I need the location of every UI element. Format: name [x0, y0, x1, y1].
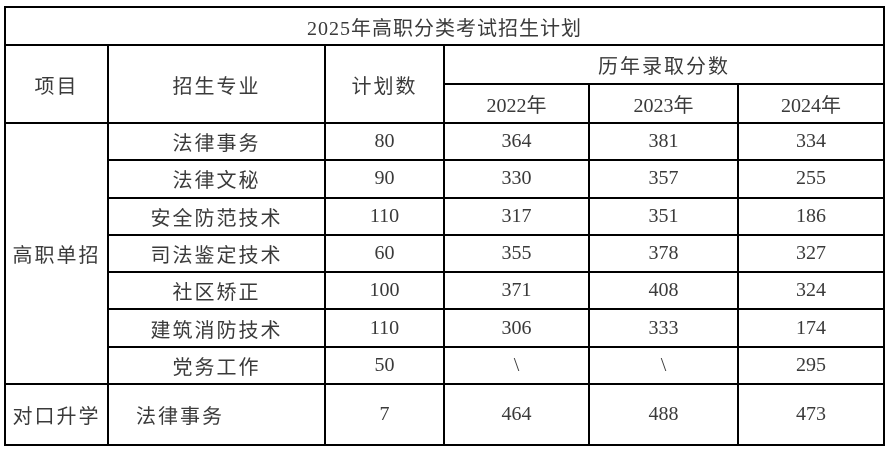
col-header-item: 项目	[4, 44, 109, 124]
col-header-major: 招生专业	[107, 44, 326, 124]
plan-cell: 100	[324, 271, 445, 311]
major-cell: 建筑消防技术	[107, 308, 326, 348]
major-cell: 法律事务	[107, 121, 326, 162]
score-cell-2024: 327	[736, 233, 886, 274]
group-label-duikou-shengxue: 对口升学	[4, 383, 109, 446]
score-cell-2022: 306	[443, 308, 590, 348]
plan-cell: 110	[324, 308, 445, 348]
plan-cell: 80	[324, 121, 445, 162]
score-cell-2023: 381	[588, 121, 739, 162]
score-cell-2023: 333	[588, 308, 739, 348]
score-cell-2024: 174	[736, 308, 886, 348]
score-cell-2024: 295	[736, 345, 886, 386]
table-row: 党务工作 50 \ \ 295	[5, 345, 886, 386]
header-row-2: 2022年 2023年 2024年	[5, 83, 886, 124]
col-header-year-2022: 2022年	[443, 83, 590, 124]
major-cell: 社区矫正	[107, 271, 326, 311]
table-title-row: 2025年高职分类考试招生计划	[3, 6, 886, 46]
score-cell-2024: 255	[736, 159, 886, 199]
score-cell-2022: 355	[443, 233, 590, 274]
score-cell-2023: 408	[588, 271, 739, 311]
plan-cell: 7	[324, 383, 445, 446]
score-cell-2023: 378	[588, 233, 739, 274]
col-header-year-2024: 2024年	[736, 83, 886, 124]
table-title: 2025年高职分类考试招生计划	[3, 6, 886, 46]
plan-cell: 50	[324, 345, 445, 386]
major-cell: 司法鉴定技术	[107, 233, 326, 274]
major-cell: 党务工作	[107, 345, 326, 386]
score-cell-2022: 317	[443, 196, 590, 236]
score-cell-2023: 351	[588, 196, 739, 236]
table-row: 社区矫正 100 371 408 324	[5, 271, 886, 311]
score-cell-2022: 330	[443, 159, 590, 199]
score-cell-2022: 371	[443, 271, 590, 311]
table-row: 高职单招 法律事务 80 364 381 334	[4, 121, 886, 385]
enrollment-plan-table: 2025年高职分类考试招生计划 项目 招生专业 计划数 历年录取分数 2022年…	[3, 6, 886, 446]
major-cell: 法律文秘	[107, 159, 326, 199]
plan-cell: 90	[324, 159, 445, 199]
table-row: 司法鉴定技术 60 355 378 327	[5, 233, 886, 274]
col-header-plan: 计划数	[324, 44, 445, 124]
major-cell: 安全防范技术	[107, 196, 326, 236]
score-cell-2024: 334	[736, 121, 886, 162]
header-row-1: 项目 招生专业 计划数 历年录取分数	[4, 44, 886, 124]
plan-cell: 110	[324, 196, 445, 236]
table-row: 安全防范技术 110 317 351 186	[5, 196, 886, 236]
score-cell-2024: 186	[736, 196, 886, 236]
score-cell-2022: \	[443, 345, 590, 386]
col-header-year-2023: 2023年	[588, 83, 739, 124]
score-cell-2023: \	[588, 345, 739, 386]
table-row: 对口升学 法律事务 7 464 488 473	[4, 383, 886, 446]
plan-cell: 60	[324, 233, 445, 274]
score-cell-2023: 488	[588, 383, 739, 446]
group-label-gaozhi-danzhao: 高职单招	[4, 122, 109, 385]
major-cell: 法律事务	[107, 383, 326, 446]
score-cell-2024: 473	[736, 383, 886, 446]
table-row: 建筑消防技术 110 306 333 174	[5, 308, 886, 348]
score-cell-2023: 357	[588, 159, 739, 199]
score-cell-2022: 464	[443, 383, 590, 446]
score-cell-2022: 364	[443, 121, 590, 162]
table-row: 法律文秘 90 330 357 255	[5, 159, 886, 199]
col-header-score-group: 历年录取分数	[442, 44, 886, 85]
score-cell-2024: 324	[736, 271, 886, 311]
